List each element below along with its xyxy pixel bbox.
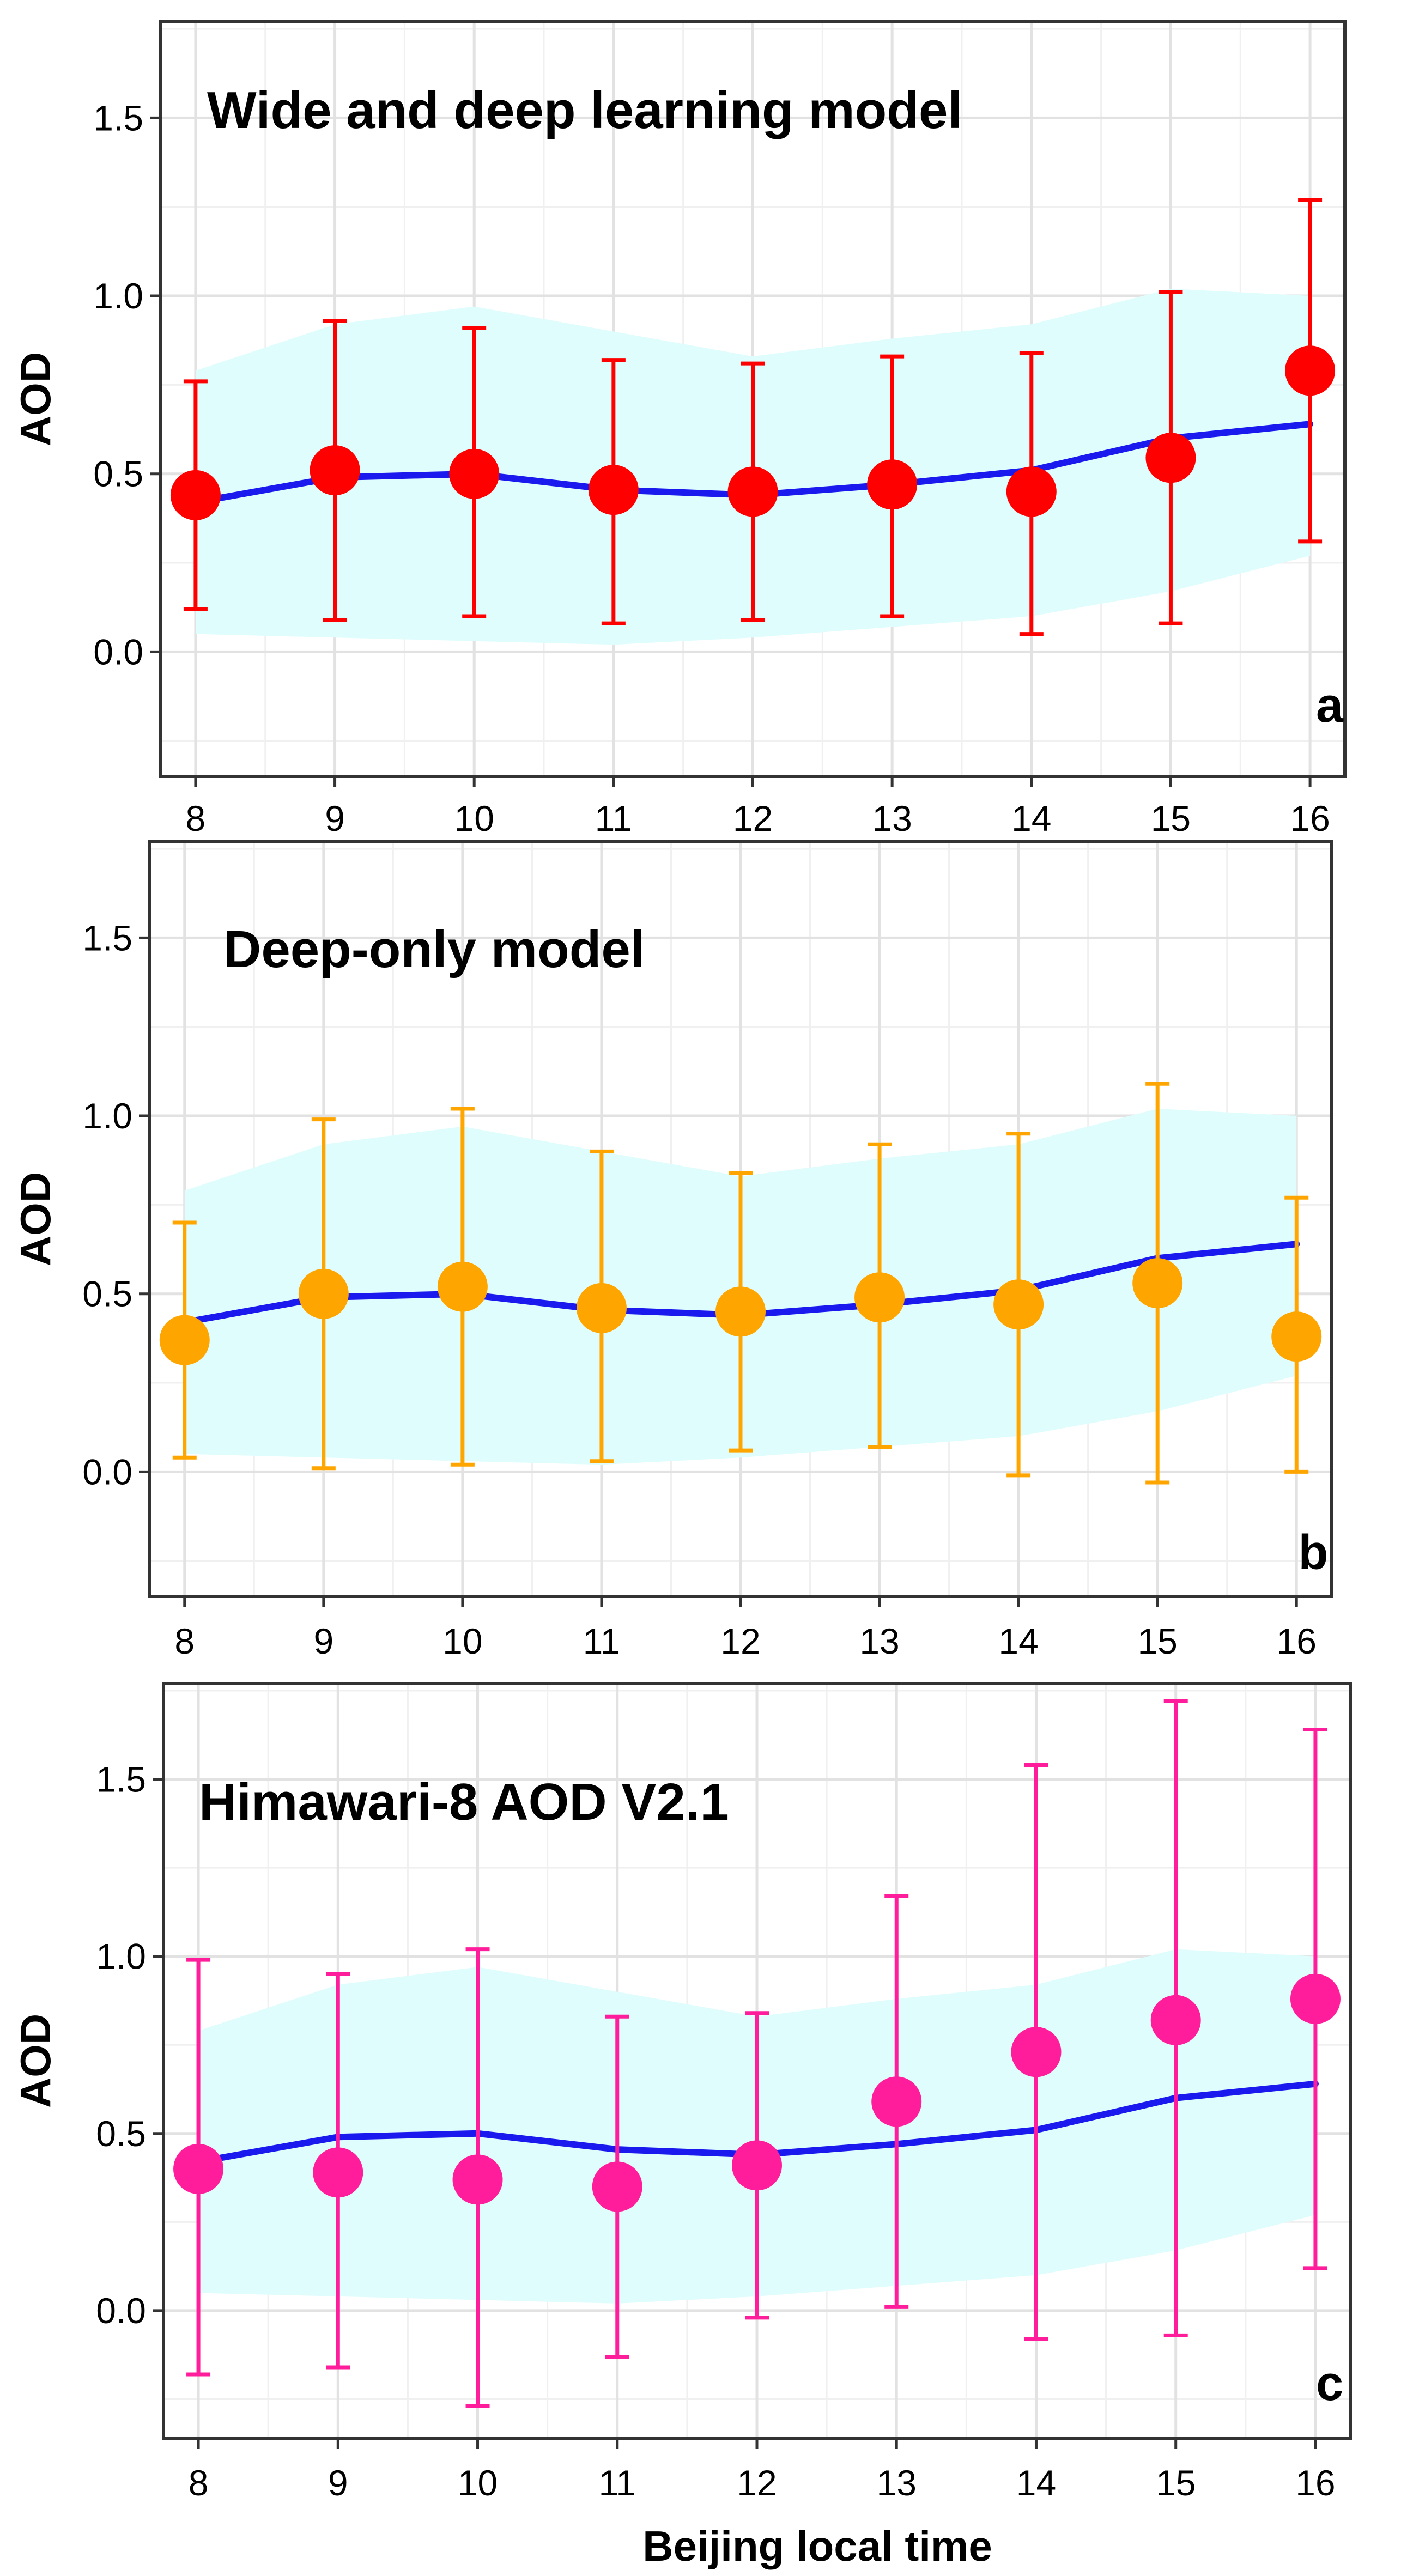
x-tick-label: 12: [720, 1621, 760, 1661]
ticks: 8 9 10 11 12 13 14 15 16 0.0 0.5 1.0 1.5: [96, 1759, 1335, 2503]
y-tick-label: 0.0: [93, 631, 143, 672]
data-points: [170, 345, 1336, 520]
x-tick-label: 15: [1151, 798, 1191, 839]
x-tick-label: 9: [325, 798, 345, 839]
data-point: [437, 1261, 488, 1312]
panel-label: b: [1299, 1526, 1329, 1580]
data-point: [1011, 2027, 1062, 2077]
data-point: [854, 1272, 905, 1323]
y-tick-label: 1.0: [93, 276, 143, 316]
x-tick-label: 8: [189, 2463, 209, 2503]
panel-title: Himawari-8 AOD V2.1: [199, 1773, 729, 1831]
data-point: [1285, 345, 1336, 396]
panel-title: Wide and deep learning model: [207, 81, 962, 139]
y-tick-label: 1.5: [96, 1759, 146, 1800]
y-tick-label: 0.5: [93, 454, 143, 494]
data-point: [715, 1286, 766, 1337]
x-tick-label: 13: [859, 1621, 899, 1661]
x-tick-label: 10: [454, 798, 494, 839]
panel-c: 8 9 10 11 12 13 14 15 16 0.0 0.5 1.0 1.5 AOD Himawari-…: [11, 1682, 1352, 2503]
x-tick-label: 11: [583, 1621, 621, 1661]
data-point: [867, 459, 918, 510]
data-point: [1145, 433, 1196, 483]
data-point: [592, 2161, 642, 2212]
data-point: [871, 2076, 922, 2127]
data-point: [588, 465, 639, 515]
data-point: [452, 2154, 503, 2205]
data-point: [993, 1279, 1044, 1330]
data-point: [576, 1283, 627, 1333]
y-tick-label: 0.0: [82, 1451, 132, 1492]
y-tick-label: 1.5: [82, 918, 132, 958]
x-tick-label: 12: [733, 798, 773, 839]
x-tick-label: 10: [442, 1621, 482, 1661]
data-points: [173, 1973, 1341, 2212]
data-point: [310, 445, 360, 496]
data-point: [1290, 1973, 1341, 2024]
panel-title: Deep-only model: [223, 920, 645, 979]
panel-b: 8 9 10 11 12 13 14 15 16 0.0 0.5 1.0 1.5 AOD Deep-only…: [11, 840, 1333, 1661]
y-tick-label: 1.5: [93, 98, 143, 138]
y-axis-title: AOD: [11, 1172, 59, 1266]
x-tick-label: 8: [174, 1621, 195, 1661]
ticks: 8 9 10 11 12 13 14 15 16 0.0 0.5 1.0 1.5: [93, 98, 1330, 839]
y-tick-label: 1.0: [82, 1096, 132, 1136]
data-point: [727, 466, 778, 517]
panel-a: 8 9 10 11 12 13 14 15 16 0.0 0.5 1.0 1.5 AOD Wide and …: [11, 20, 1347, 839]
y-axis-title: AOD: [11, 2014, 59, 2108]
x-tick-label: 15: [1137, 1621, 1177, 1661]
x-tick-label: 12: [737, 2463, 777, 2503]
x-tick-label: 10: [458, 2463, 498, 2503]
y-axis-title: AOD: [11, 352, 59, 446]
x-tick-label: 14: [1011, 798, 1051, 839]
data-point: [1271, 1311, 1322, 1362]
x-tick-label: 16: [1295, 2463, 1335, 2503]
data-point: [173, 2143, 224, 2194]
x-axis-title: Beijing local time: [642, 2522, 992, 2570]
data-point: [1132, 1258, 1183, 1309]
y-tick-label: 1.0: [96, 1936, 146, 1977]
data-point: [159, 1315, 210, 1365]
data-point: [732, 2140, 782, 2191]
x-tick-label: 14: [998, 1621, 1038, 1661]
x-tick-label: 9: [328, 2463, 348, 2503]
data-point: [170, 470, 221, 520]
x-tick-label: 13: [872, 798, 912, 839]
x-tick-label: 11: [599, 2463, 636, 2503]
y-tick-label: 0.5: [96, 2113, 146, 2154]
x-tick-label: 14: [1016, 2463, 1056, 2503]
ticks: 8 9 10 11 12 13 14 15 16 0.0 0.5 1.0 1.5: [82, 918, 1317, 1661]
x-tick-label: 16: [1277, 1621, 1317, 1661]
y-tick-label: 0.0: [96, 2291, 146, 2331]
panel-label: a: [1316, 678, 1344, 733]
data-points: [159, 1258, 1322, 1365]
x-tick-label: 9: [313, 1621, 333, 1661]
data-point: [298, 1268, 349, 1319]
x-tick-label: 15: [1156, 2463, 1196, 2503]
y-tick-label: 0.5: [82, 1274, 132, 1314]
data-point: [1150, 1995, 1201, 2045]
x-tick-label: 13: [877, 2463, 917, 2503]
x-tick-label: 8: [186, 798, 206, 839]
x-tick-label: 11: [595, 798, 633, 839]
data-point: [449, 448, 500, 499]
data-point: [313, 2147, 363, 2198]
x-tick-label: 16: [1290, 798, 1330, 839]
data-point: [1006, 466, 1057, 517]
panel-label: c: [1316, 2356, 1343, 2411]
